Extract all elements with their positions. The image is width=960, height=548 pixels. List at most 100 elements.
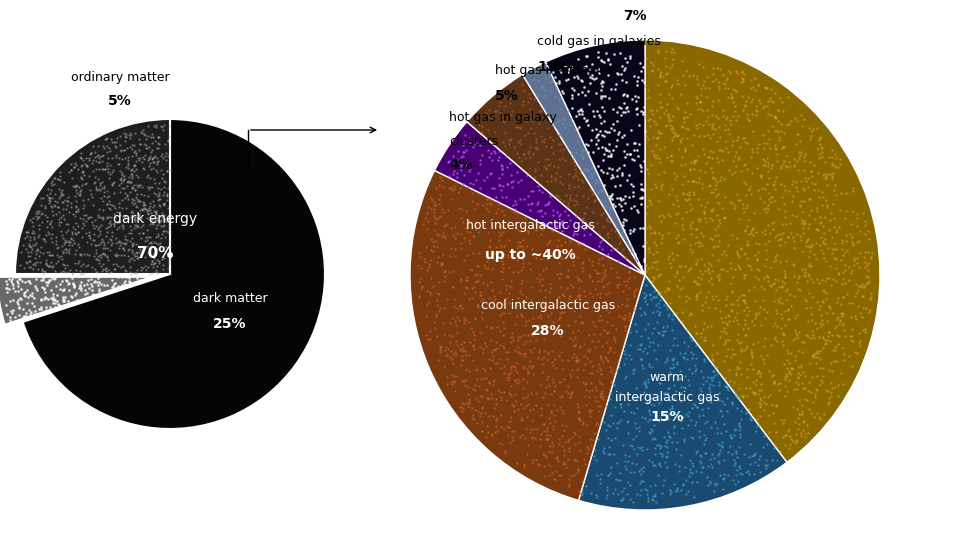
Point xyxy=(435,232,450,241)
Point xyxy=(492,152,507,161)
Point xyxy=(624,442,639,450)
Point xyxy=(598,338,613,346)
Point xyxy=(10,298,25,306)
Point xyxy=(504,399,519,408)
Point xyxy=(438,272,453,281)
Point xyxy=(678,292,693,301)
Point xyxy=(827,254,842,262)
Point xyxy=(674,451,689,460)
Point xyxy=(692,384,708,393)
Point xyxy=(563,193,578,202)
Point xyxy=(604,173,619,182)
Point xyxy=(38,256,54,265)
Point xyxy=(629,105,644,113)
Point xyxy=(456,377,471,386)
Point xyxy=(651,45,666,54)
Point xyxy=(475,348,491,357)
Point xyxy=(771,128,786,137)
Point xyxy=(615,221,631,230)
Point xyxy=(529,335,544,344)
Point xyxy=(574,477,589,486)
Point xyxy=(140,209,156,218)
Point xyxy=(801,378,816,386)
Point xyxy=(571,239,587,248)
Point xyxy=(630,93,645,102)
Point xyxy=(663,124,679,133)
Point xyxy=(32,206,47,215)
Point xyxy=(627,92,642,100)
Point xyxy=(606,200,621,209)
Point xyxy=(605,104,620,113)
Point xyxy=(637,296,653,305)
Point xyxy=(64,229,80,238)
Point xyxy=(710,82,726,90)
Point xyxy=(755,228,770,237)
Point xyxy=(739,311,755,319)
Point xyxy=(767,252,782,261)
Point xyxy=(760,392,776,401)
Point xyxy=(702,383,717,391)
Point xyxy=(731,330,746,339)
Point xyxy=(763,84,779,93)
Point xyxy=(602,217,617,226)
Point xyxy=(813,246,828,255)
Point xyxy=(157,226,173,235)
Point xyxy=(521,259,537,267)
Point xyxy=(695,106,710,115)
Point xyxy=(593,390,609,398)
Point xyxy=(861,266,876,275)
Point xyxy=(569,137,585,146)
Point xyxy=(689,123,705,132)
Point xyxy=(630,450,645,459)
Point xyxy=(60,280,76,289)
Point xyxy=(721,470,736,479)
Point xyxy=(677,108,692,117)
Point xyxy=(600,152,615,161)
Point xyxy=(611,256,626,265)
Point xyxy=(562,65,577,73)
Point xyxy=(617,350,633,358)
Point xyxy=(601,216,616,225)
Point xyxy=(122,187,137,196)
Point xyxy=(766,443,781,452)
Point xyxy=(423,194,439,203)
Point xyxy=(75,224,90,232)
Point xyxy=(715,484,731,493)
Point xyxy=(617,253,633,262)
Point xyxy=(818,169,833,178)
Point xyxy=(723,377,738,386)
Point xyxy=(18,312,34,321)
Point xyxy=(609,325,624,334)
Point xyxy=(551,78,566,87)
Point xyxy=(588,269,604,278)
Point xyxy=(679,297,694,306)
Point xyxy=(588,490,604,499)
Point xyxy=(699,323,714,332)
Point xyxy=(753,412,768,421)
Point xyxy=(819,336,834,345)
Point xyxy=(42,220,58,229)
Point xyxy=(413,263,428,272)
Point xyxy=(46,180,61,189)
Point xyxy=(733,78,749,87)
Point xyxy=(542,159,558,168)
Point xyxy=(619,77,635,86)
Point xyxy=(426,226,442,235)
Point xyxy=(643,393,659,402)
Point xyxy=(751,367,766,375)
Point xyxy=(728,264,743,273)
Point xyxy=(686,277,702,286)
Point xyxy=(803,195,818,203)
Point xyxy=(753,193,768,202)
Point xyxy=(583,289,598,298)
Point xyxy=(602,128,617,137)
Point xyxy=(603,204,618,213)
Point xyxy=(553,178,568,186)
Point xyxy=(770,106,785,115)
Point xyxy=(87,147,103,156)
Point xyxy=(589,435,605,444)
Point xyxy=(666,169,682,178)
Point xyxy=(667,174,683,183)
Point xyxy=(564,353,580,362)
Point xyxy=(798,265,813,273)
